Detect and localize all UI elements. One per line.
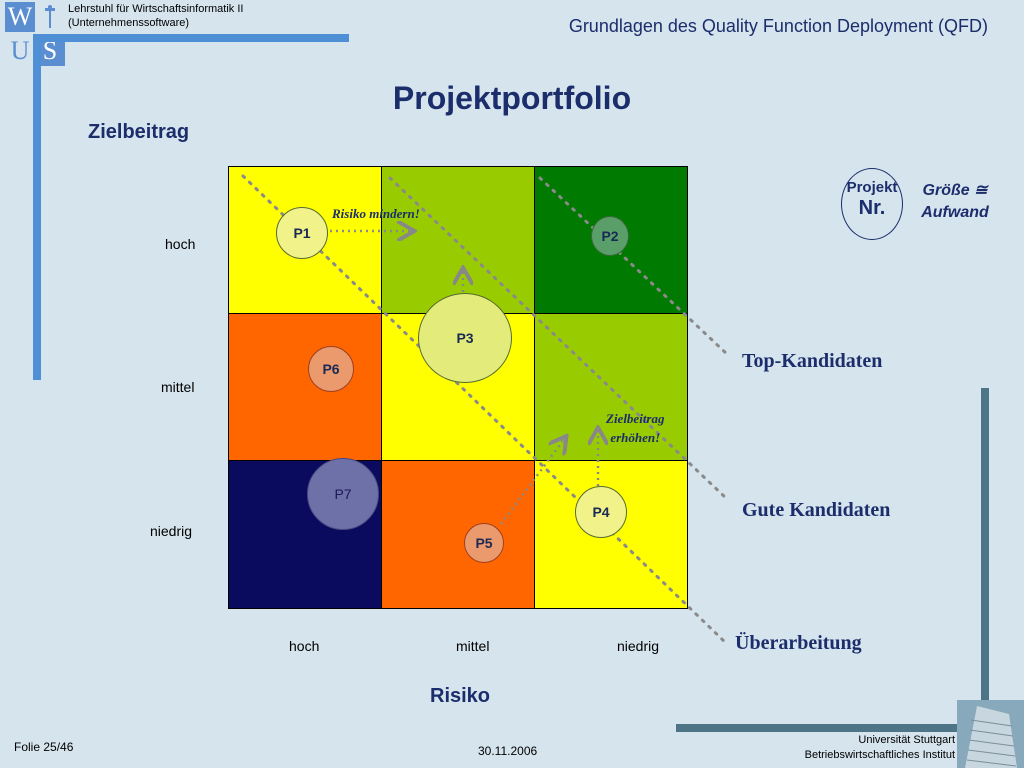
label-rework: Überarbeitung <box>735 632 862 654</box>
project-p4: P4 <box>575 486 627 538</box>
x-tick-mid: mittel <box>456 638 490 654</box>
left-rule <box>33 34 41 380</box>
x-tick-low: niedrig <box>617 638 660 654</box>
annotation-goal-line-1: Zielbeitrag <box>606 411 665 426</box>
institution-line-1: Lehrstuhl für Wirtschaftsinformatik II <box>68 3 244 15</box>
annotation-risk: Risiko mindern! <box>332 206 420 221</box>
diagonal-top <box>538 176 730 357</box>
legend-circle-line-2: Nr. <box>858 197 886 219</box>
arrow-p5 <box>499 438 565 525</box>
university-name: Universität Stuttgart Betriebswirtschaft… <box>805 733 955 763</box>
project-p7: P7 <box>307 458 379 530</box>
y-tick-high: hoch <box>165 236 196 252</box>
x-tick-high: hoch <box>289 638 320 654</box>
annotation-goal-line-2: erhöhen! <box>610 430 661 445</box>
diagonal-good <box>388 176 730 502</box>
slide-title: Projektportfolio <box>392 80 632 116</box>
legend-text-line-1: Größe ≅ <box>922 182 988 199</box>
legend-text-line-2: Aufwand <box>921 204 989 221</box>
label-good-candidates: Gute Kandidaten <box>742 499 891 521</box>
legend-circle: Projekt Nr. <box>841 168 903 240</box>
y-tick-mid: mittel <box>161 379 195 395</box>
x-axis-label: Risiko <box>430 685 491 707</box>
university-line-1: Universität Stuttgart <box>858 734 955 746</box>
header-rule <box>33 34 349 42</box>
logo-letter-w: W <box>5 2 35 32</box>
university-line-2: Betriebswirtschaftliches Institut <box>804 749 955 761</box>
university-building-image <box>957 700 1024 768</box>
project-p1: P1 <box>276 207 328 259</box>
legend-text: Größe ≅ Aufwand <box>906 180 1004 224</box>
label-top-candidates: Top-Kandidaten <box>742 350 883 372</box>
right-rule <box>981 388 989 706</box>
institution-name: Lehrstuhl für Wirtschaftsinformatik II (… <box>68 2 243 30</box>
grid-cell-mid-high <box>228 313 382 461</box>
y-axis-label: Zielbeitrag <box>88 121 190 143</box>
slide-number: Folie 25/46 <box>14 740 74 754</box>
logo-letter-u: U <box>5 36 35 66</box>
slide-date: 30.11.2006 <box>478 744 538 758</box>
footer-rule <box>676 724 982 732</box>
annotation-goal: Zielbeitrag erhöhen! <box>606 409 665 447</box>
legend-circle-line-1: Projekt <box>846 179 898 196</box>
course-title: Grundlagen des Quality Function Deployme… <box>568 16 988 36</box>
project-p5: P5 <box>464 523 504 563</box>
y-tick-low: niedrig <box>150 523 193 539</box>
project-p2: P2 <box>591 216 629 256</box>
institution-line-2: (Unternehmenssoftware) <box>68 17 190 29</box>
project-p3: P3 <box>418 293 512 383</box>
project-p6: P6 <box>308 346 354 392</box>
logo-symbol <box>35 2 65 32</box>
